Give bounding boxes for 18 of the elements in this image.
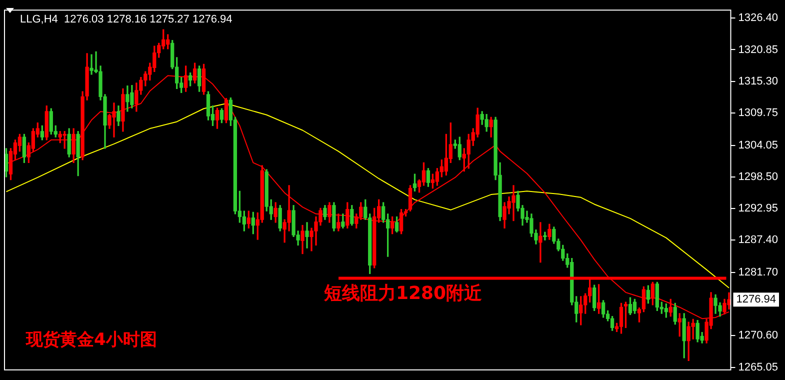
ref-line-label: 短线阻力1280附近 [322, 282, 484, 304]
y-tick-label: 1265.05 [738, 361, 778, 374]
y-tick-label: 1287.40 [738, 234, 778, 246]
y-tick-label: 1304.05 [738, 139, 778, 152]
y-tick-label: 1315.30 [738, 75, 778, 88]
chart-title: LLG,H4 1276.03 1278.16 1275.27 1276.94 [20, 14, 232, 26]
y-tick-label: 1298.50 [738, 170, 778, 183]
candlestick [543, 232, 547, 240]
candlestick [305, 222, 309, 248]
y-tick-label: 1309.75 [738, 106, 778, 119]
text: 1276.94 [736, 294, 776, 306]
candlestick [538, 222, 542, 263]
y-tick-label: 1292.95 [738, 202, 778, 215]
y-tick-label: 1320.85 [738, 44, 778, 56]
annotation: 现货黄金4小时图 [25, 330, 157, 350]
y-tick-label: 1281.70 [738, 266, 778, 279]
y-tick-label: 1270.60 [738, 330, 778, 342]
y-tick-label: 1326.40 [738, 12, 778, 24]
